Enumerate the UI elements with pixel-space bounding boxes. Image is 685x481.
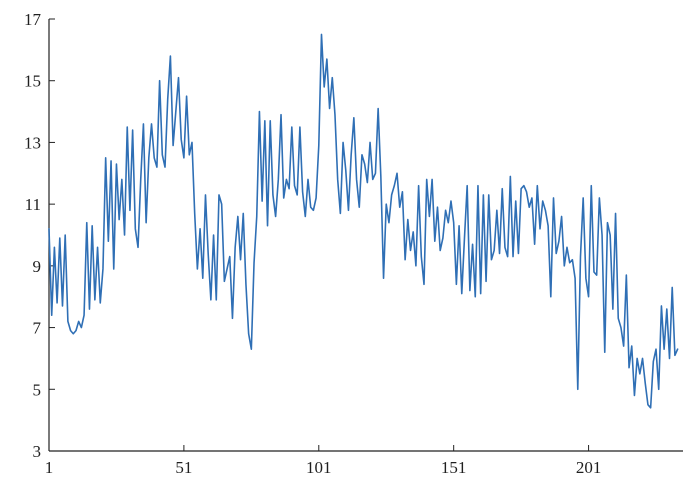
x-tick-label: 201 (576, 458, 602, 477)
x-tick-label: 101 (306, 458, 332, 477)
y-tick-label: 11 (25, 195, 41, 214)
x-tick-label: 51 (175, 458, 192, 477)
y-tick-label: 5 (33, 380, 42, 399)
series-layer (48, 33, 679, 409)
y-tick-label: 15 (24, 72, 41, 91)
series-line-0 (48, 33, 679, 409)
y-tick-label: 9 (33, 257, 42, 276)
y-tick-label: 13 (24, 133, 41, 152)
y-tick-label: 17 (24, 10, 42, 29)
x-tick-label: 1 (45, 458, 54, 477)
x-tick-label: 151 (441, 458, 467, 477)
axes (48, 19, 683, 452)
y-tick-label: 7 (33, 319, 42, 338)
y-tick-label: 3 (33, 442, 42, 461)
